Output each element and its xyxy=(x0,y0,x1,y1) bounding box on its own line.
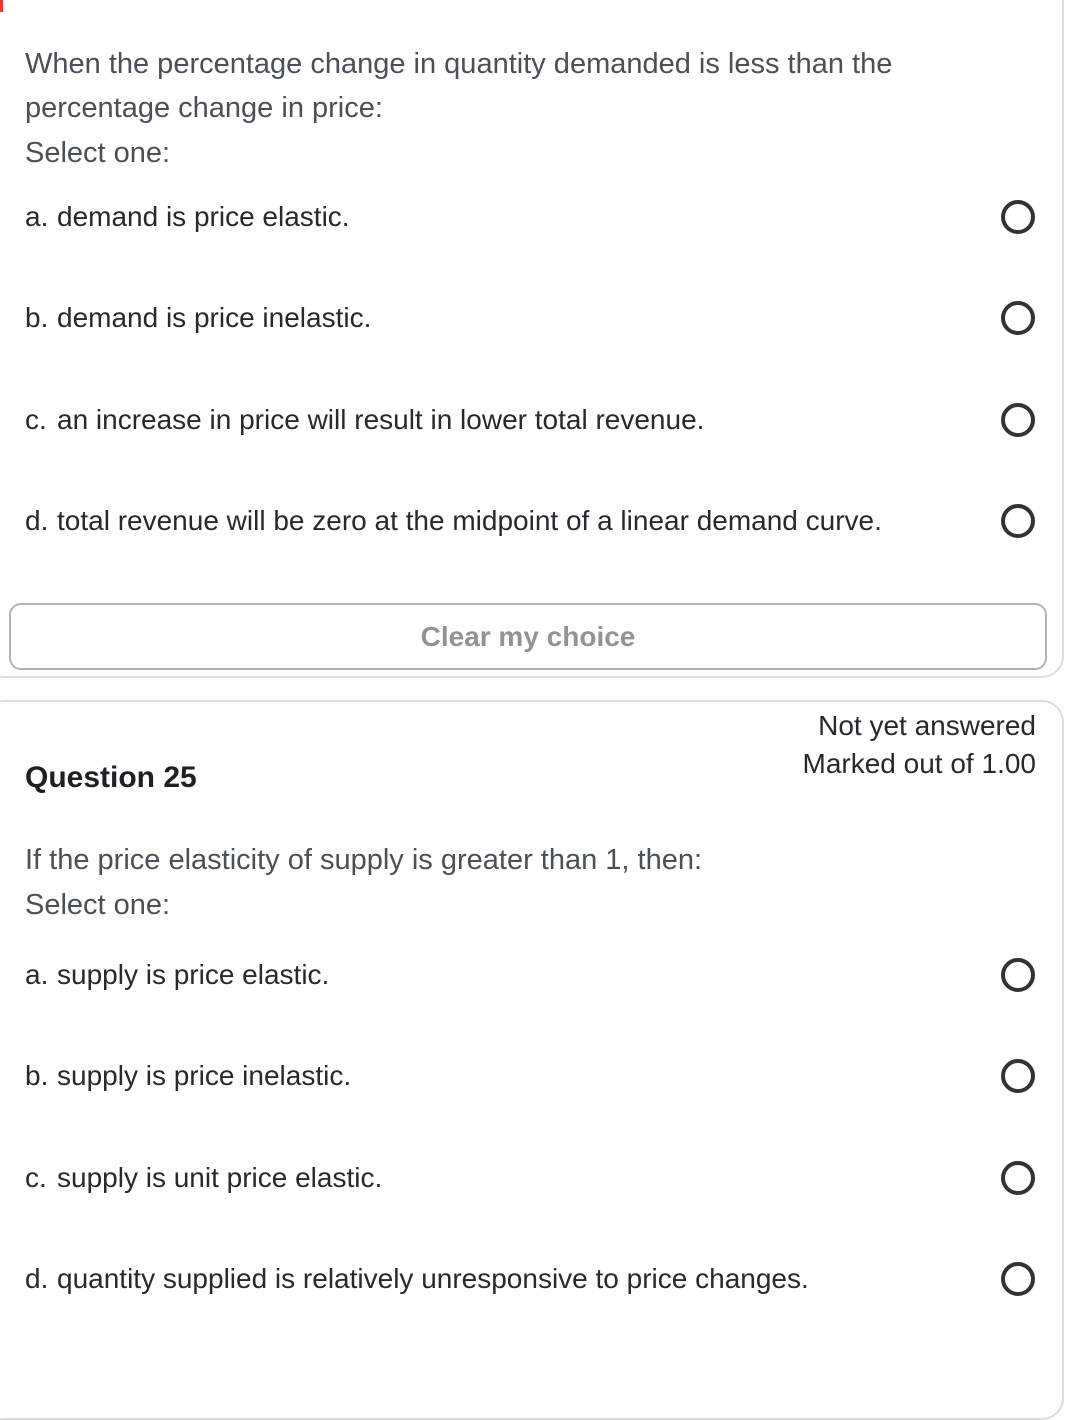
option-letter: b. xyxy=(25,1060,49,1091)
radio-button[interactable] xyxy=(1001,1262,1035,1296)
question-card-25 xyxy=(0,700,1064,1420)
question-text: If the price elasticity of supply is gre… xyxy=(25,838,702,882)
question-text: When the percentage change in quantity d… xyxy=(25,42,892,130)
option-label[interactable]: total revenue will be zero at the midpoi… xyxy=(57,505,882,536)
question-text-line: When the percentage change in quantity d… xyxy=(25,48,893,80)
radio-button[interactable] xyxy=(1001,200,1035,234)
answer-option-b: b. supply is price inelastic. xyxy=(25,1054,1035,1098)
option-label[interactable]: demand is price inelastic. xyxy=(57,302,372,333)
select-one-prompt: Select one: xyxy=(25,889,171,921)
answer-option-d: d. quantity supplied is relatively unres… xyxy=(25,1257,1035,1301)
radio-button[interactable] xyxy=(1001,1059,1035,1093)
answer-option-d: d. total revenue will be zero at the mid… xyxy=(25,499,1035,543)
option-label[interactable]: supply is unit price elastic. xyxy=(57,1162,383,1193)
option-letter: b. xyxy=(25,302,49,333)
question-number-title: Question 25 xyxy=(25,761,197,794)
option-letter: a. xyxy=(25,959,49,990)
radio-button[interactable] xyxy=(1001,958,1035,992)
option-label[interactable]: demand is price elastic. xyxy=(57,201,350,232)
clear-choice-button[interactable]: Clear my choice xyxy=(9,603,1047,670)
question-card-previous xyxy=(0,0,1064,678)
answer-option-a: a. demand is price elastic. xyxy=(25,195,1035,239)
flag-mark xyxy=(0,0,3,12)
option-letter: d. xyxy=(25,1263,49,1294)
radio-button[interactable] xyxy=(1001,301,1035,335)
answer-option-c: c. an increase in price will result in l… xyxy=(25,398,1035,442)
question-text-line: percentage change in price: xyxy=(25,92,383,124)
radio-button[interactable] xyxy=(1001,504,1035,538)
option-label[interactable]: supply is price inelastic. xyxy=(57,1060,352,1091)
question-text-line: If the price elasticity of supply is gre… xyxy=(25,844,703,876)
option-letter: d. xyxy=(25,505,49,536)
answer-option-c: c. supply is unit price elastic. xyxy=(25,1156,1035,1200)
option-letter: c. xyxy=(25,1162,47,1193)
question-status: Not yet answered Marked out of 1.00 xyxy=(803,707,1036,783)
answer-option-a: a. supply is price elastic. xyxy=(25,953,1035,997)
option-label[interactable]: supply is price elastic. xyxy=(57,959,330,990)
radio-button[interactable] xyxy=(1001,1161,1035,1195)
radio-button[interactable] xyxy=(1001,403,1035,437)
option-label[interactable]: an increase in price will result in lowe… xyxy=(57,404,705,435)
select-one-prompt: Select one: xyxy=(25,137,171,169)
status-marks: Marked out of 1.00 xyxy=(802,748,1036,779)
option-label[interactable]: quantity supplied is relatively unrespon… xyxy=(57,1263,809,1294)
option-letter: c. xyxy=(25,404,47,435)
answer-option-b: b. demand is price inelastic. xyxy=(25,296,1035,340)
option-letter: a. xyxy=(25,201,49,232)
status-not-answered: Not yet answered xyxy=(818,710,1036,741)
